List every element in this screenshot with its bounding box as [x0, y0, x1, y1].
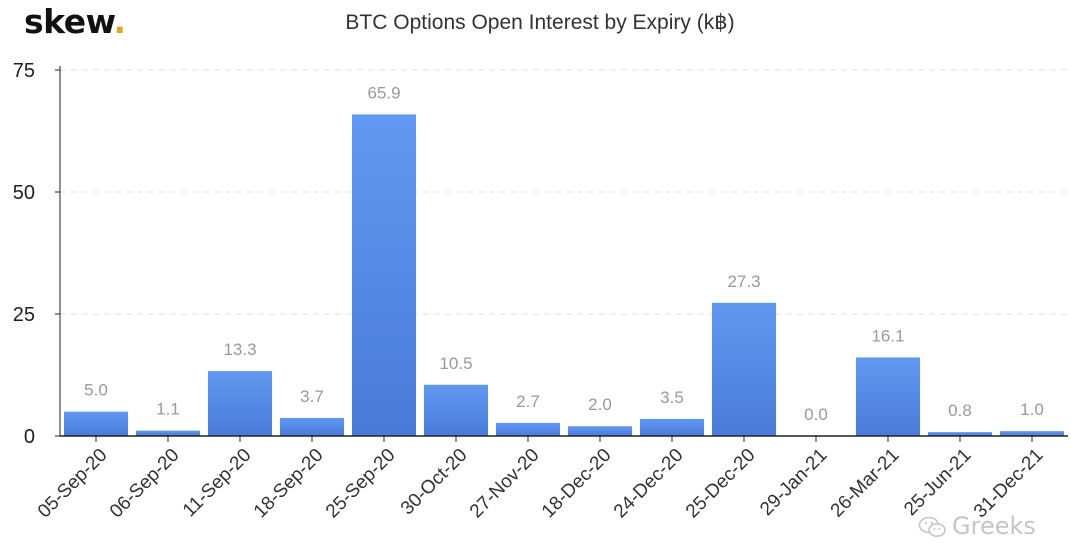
y-tick-label: 25	[13, 304, 35, 326]
x-tick-label: 06-Sep-20	[106, 445, 184, 523]
bars	[63, 114, 1065, 437]
logo-text: skew	[24, 2, 114, 41]
bar-value-labels: 5.0 1.1 13.3 3.7 65.9 10.5 2.7 2.0 3.5 27.3 0.0 16.…	[84, 83, 1044, 424]
bar-value-label: 0.8	[948, 401, 972, 420]
bar-value-label: 2.7	[516, 392, 540, 411]
bar	[63, 411, 129, 436]
skew-logo: skew.	[24, 2, 126, 41]
bar	[927, 432, 993, 436]
x-tick-label: 25-Jun-21	[900, 445, 975, 520]
chart-title: BTC Options Open Interest by Expiry (k฿)	[345, 11, 735, 34]
x-tick-label: 05-Sep-20	[34, 445, 112, 523]
x-tick-label: 18-Dec-20	[538, 445, 616, 523]
bar	[855, 357, 921, 436]
watermark: Greeks	[918, 512, 1036, 540]
bar	[207, 371, 273, 436]
x-tick-label: 30-Oct-20	[397, 445, 472, 520]
bar	[423, 384, 489, 436]
bar	[567, 426, 633, 436]
bar	[639, 418, 705, 436]
watermark-text: Greeks	[952, 512, 1036, 540]
y-tick-label: 75	[13, 60, 35, 82]
bar	[279, 417, 345, 436]
logo-dot: .	[113, 2, 126, 41]
wechat-icon	[918, 516, 946, 537]
bar-value-label: 65.9	[367, 83, 400, 102]
bar-value-label: 1.1	[156, 400, 180, 419]
bar-value-label: 27.3	[727, 272, 760, 291]
bar-value-label: 1.0	[1020, 400, 1044, 419]
y-tick-label: 0	[24, 426, 35, 448]
x-tick-label: 18-Sep-20	[250, 445, 328, 523]
bar-value-label: 5.0	[84, 381, 108, 400]
x-tick-label: 29-Jan-21	[756, 445, 831, 520]
x-tick-label: 24-Dec-20	[610, 445, 688, 523]
bar	[351, 114, 417, 437]
x-axis-ticks: 05-Sep-2006-Sep-2011-Sep-2018-Sep-2025-S…	[34, 436, 1048, 522]
bar-value-label: 10.5	[439, 354, 472, 373]
x-tick-label: 25-Sep-20	[322, 445, 400, 523]
x-tick-label: 25-Dec-20	[682, 445, 760, 523]
bar	[135, 430, 201, 436]
bar-value-label: 0.0	[804, 405, 828, 424]
bar-value-label: 13.3	[223, 340, 256, 359]
y-tick-label: 50	[13, 182, 35, 204]
bar-value-label: 3.5	[660, 388, 684, 407]
x-tick-label: 26-Mar-21	[827, 445, 904, 522]
x-tick-label: 31-Dec-21	[970, 445, 1048, 523]
grid-lines	[60, 69, 1068, 315]
x-tick-label: 27-Nov-20	[466, 445, 544, 523]
bar	[495, 422, 561, 436]
y-axis-ticks: 0 25 50 75	[13, 60, 60, 448]
bar	[711, 302, 777, 436]
bar	[999, 431, 1065, 436]
bar-value-label: 3.7	[300, 387, 324, 406]
bar-value-label: 16.1	[871, 326, 904, 345]
x-tick-label: 11-Sep-20	[179, 445, 256, 522]
bar-value-label: 2.0	[588, 395, 612, 414]
